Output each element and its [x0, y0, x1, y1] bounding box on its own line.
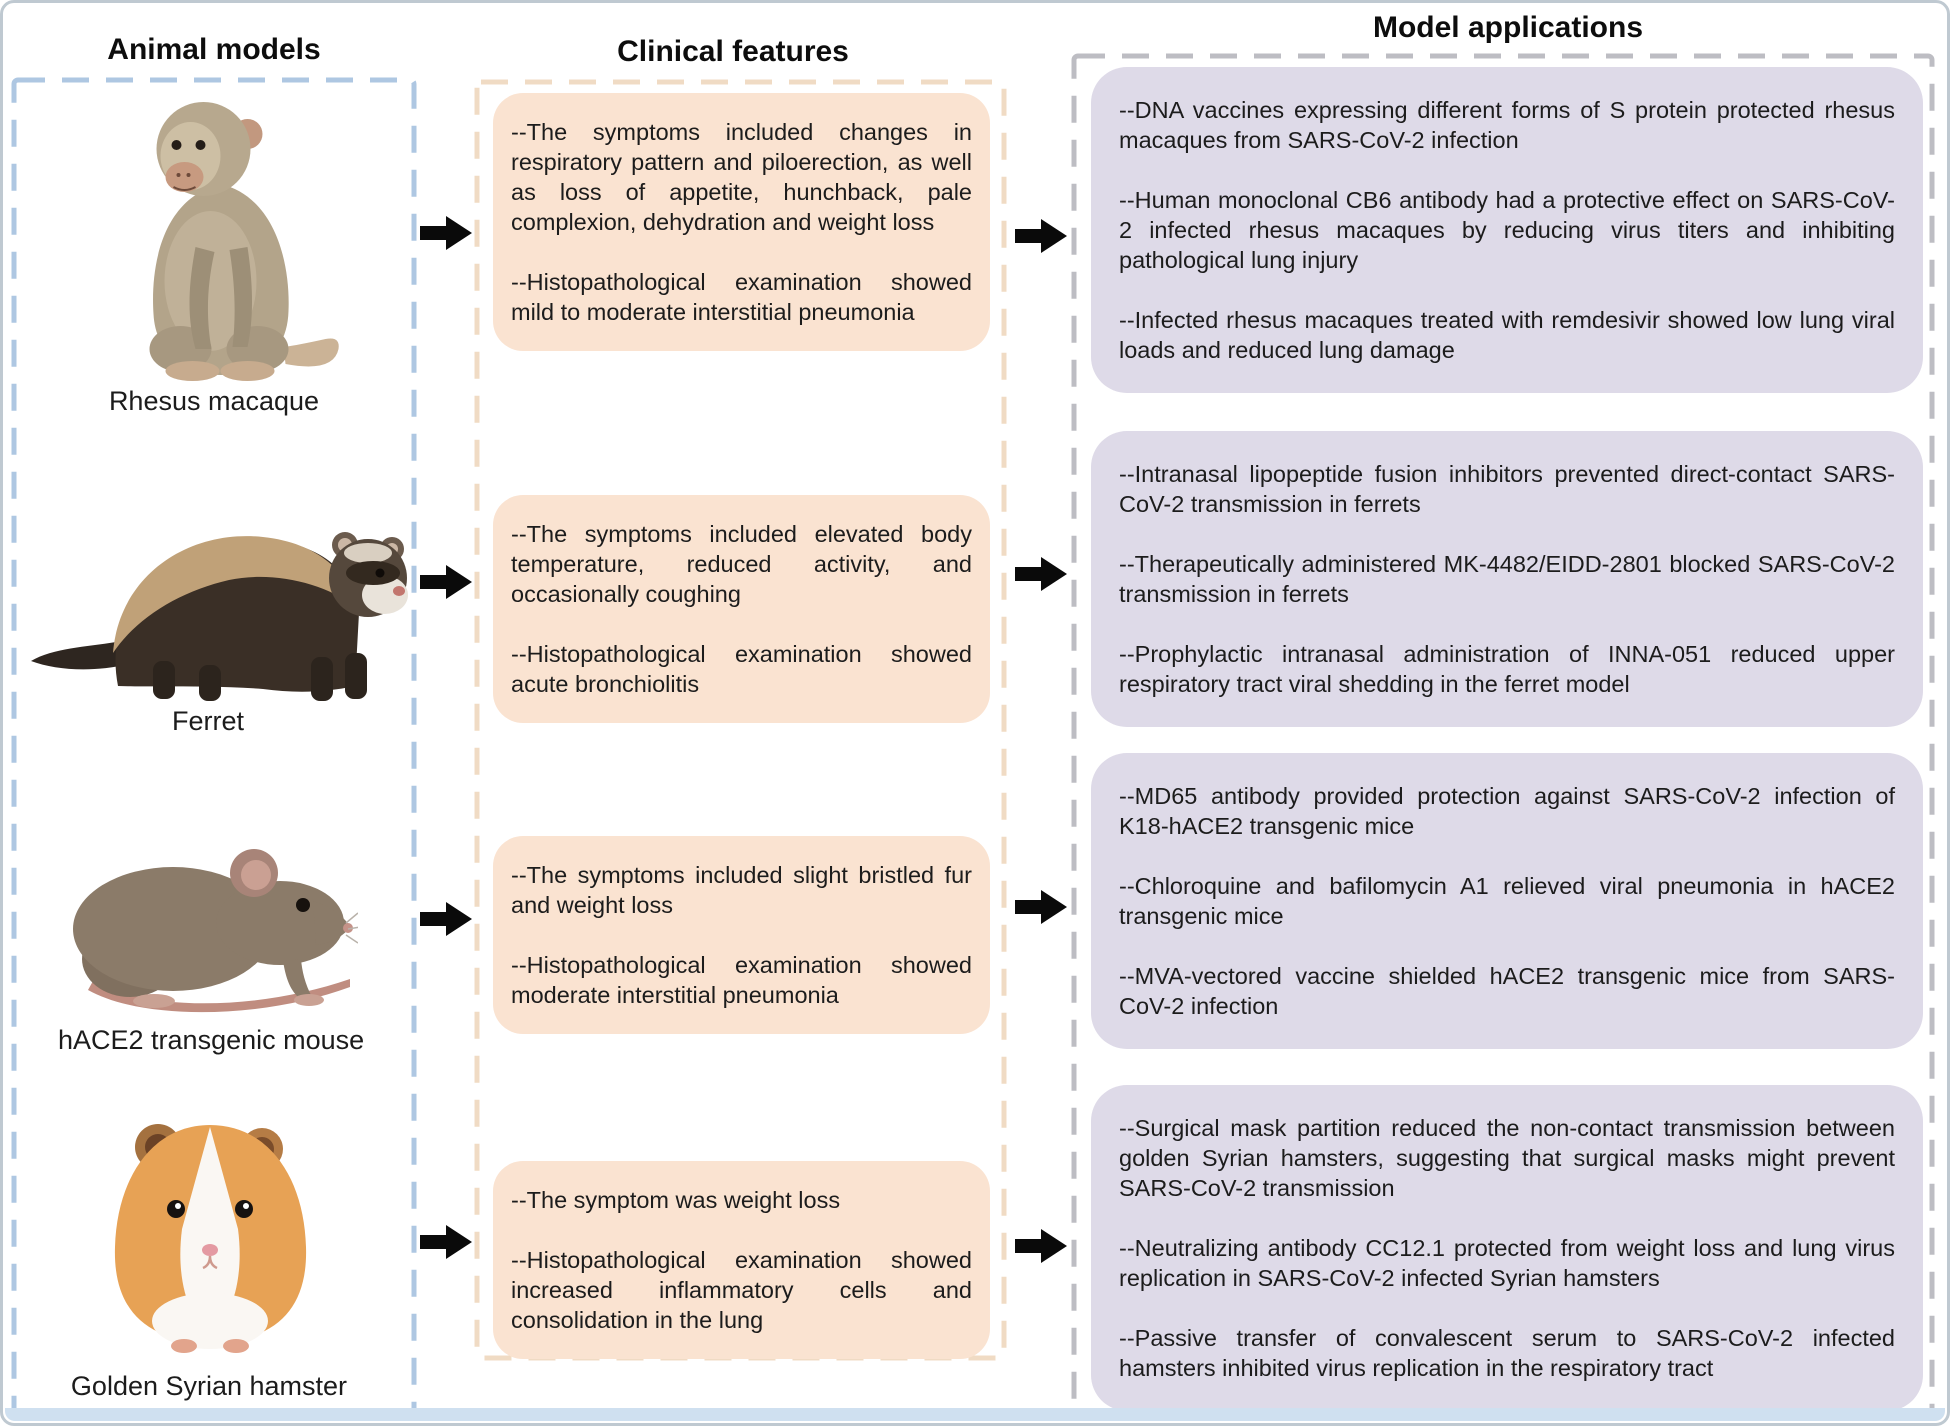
animal-label: Golden Syrian hamster — [70, 1371, 348, 1401]
model-applications-dashed-box — [1071, 53, 1935, 1417]
column-header-clinical-features: Clinical features — [617, 35, 849, 68]
application-point: --MVA-vectored vaccine shielded hACE2 tr… — [1119, 963, 1895, 1019]
clinical-point: --The symptoms included changes in respi… — [511, 119, 972, 235]
application-point: --Surgical mask partition reduced the no… — [1119, 1115, 1895, 1201]
hace2-transgenic-mouse-image — [73, 849, 358, 1013]
clinical-point: --The symptoms included elevated body te… — [511, 521, 972, 607]
clinical-point: --Histopathological examination showed a… — [511, 641, 972, 697]
application-point: --MD65 antibody provided protection agai… — [1119, 783, 1895, 839]
model-applications-box-rhesus-macaque: --DNA vaccines expressing different form… — [1091, 67, 1923, 393]
application-point: --Human monoclonal CB6 antibody had a pr… — [1119, 187, 1895, 273]
application-point: --Intranasal lipopeptide fusion inhibito… — [1119, 461, 1895, 517]
model-applications-box-hace2-mouse: --MD65 antibody provided protection agai… — [1091, 753, 1923, 1049]
clinical-point: --Histopathological examination showed m… — [511, 269, 972, 325]
rhesus-macaque-image — [149, 102, 339, 381]
clinical-point: --Histopathological examination showed i… — [511, 1247, 972, 1333]
golden-syrian-hamster-image — [114, 1124, 307, 1353]
arrow-icon — [1015, 557, 1067, 591]
column-header-animal-models: Animal models — [107, 33, 321, 66]
bottom-edge-strip — [5, 1408, 1945, 1421]
clinical-features-box-ferret: --The symptoms included elevated body te… — [493, 495, 990, 723]
application-point: --Neutralizing antibody CC12.1 protected… — [1119, 1235, 1895, 1291]
arrow-icon — [420, 565, 472, 599]
clinical-point: --The symptoms included slight bristled … — [511, 862, 972, 918]
arrow-icon — [420, 216, 472, 250]
application-point: --Chloroquine and bafilomycin A1 relieve… — [1119, 873, 1895, 929]
model-applications-box-hamster: --Surgical mask partition reduced the no… — [1091, 1085, 1923, 1411]
animal-label: hACE2 transgenic mouse — [58, 1025, 365, 1055]
clinical-point: --The symptom was weight loss — [511, 1187, 841, 1213]
animal-label: Ferret — [171, 706, 244, 736]
arrow-icon — [420, 902, 472, 936]
model-applications-box-ferret: --Intranasal lipopeptide fusion inhibito… — [1091, 431, 1923, 727]
clinical-point: --Histopathological examination showed m… — [511, 952, 972, 1008]
clinical-features-dashed-box — [474, 79, 1007, 1361]
application-point: --Infected rhesus macaques treated with … — [1119, 307, 1895, 363]
arrow-icon — [420, 1225, 472, 1259]
application-point: --Therapeutically administered MK-4482/E… — [1119, 551, 1895, 607]
arrow-icon — [1015, 219, 1067, 253]
arrow-icon — [1015, 1229, 1067, 1263]
ferret-image — [31, 532, 408, 701]
application-point: --Passive transfer of convalescent serum… — [1119, 1325, 1895, 1381]
column-header-model-applications: Model applications — [1372, 11, 1644, 44]
arrow-icon — [1015, 890, 1067, 924]
clinical-features-box-hace2-mouse: --The symptoms included slight bristled … — [493, 836, 990, 1034]
clinical-features-box-rhesus-macaque: --The symptoms included changes in respi… — [493, 93, 990, 351]
animal-label: Rhesus macaque — [108, 386, 320, 416]
animal-models-dashed-box — [11, 77, 417, 1415]
application-point: --DNA vaccines expressing different form… — [1119, 97, 1895, 153]
clinical-features-box-hamster: --The symptom was weight loss --Histopat… — [493, 1161, 990, 1359]
application-point: --Prophylactic intranasal administration… — [1119, 641, 1895, 697]
